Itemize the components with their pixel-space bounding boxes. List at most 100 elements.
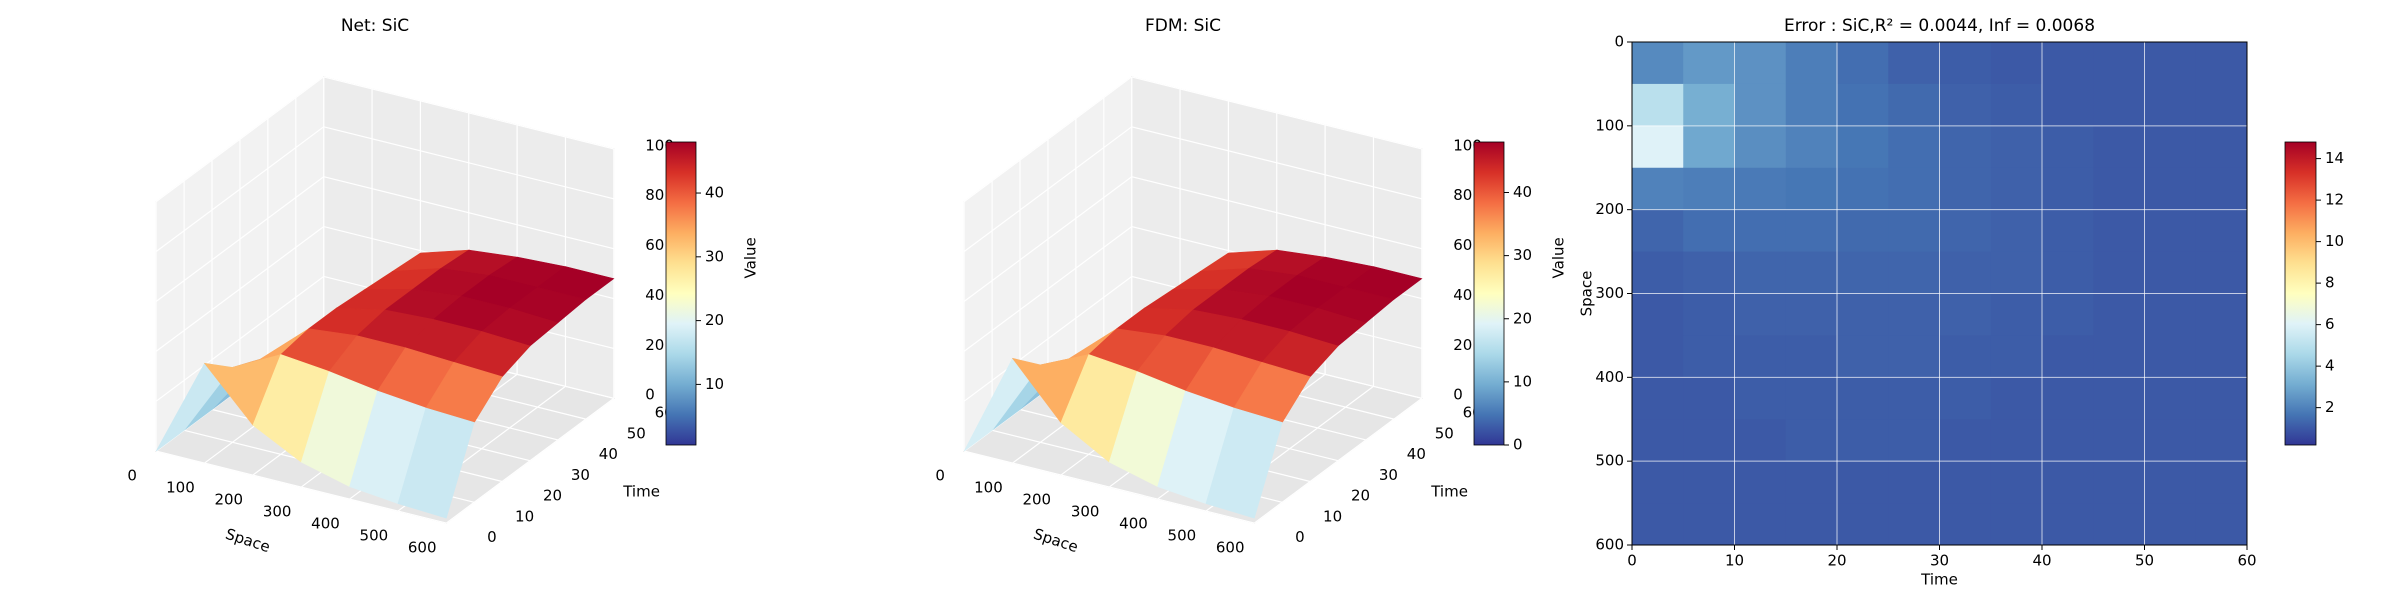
- heatmap-cell: [2195, 251, 2248, 294]
- heatmap-cell: [1990, 83, 2043, 127]
- heatmap-cell: [1683, 377, 1735, 420]
- heatmap-cell: [2144, 167, 2197, 211]
- heatmap-cell: [2093, 42, 2145, 85]
- heatmap-cell: [1785, 293, 1838, 336]
- heatmap-cell: [1990, 209, 2043, 253]
- z-tick-label: 0: [1453, 386, 1463, 404]
- heatmap-cell: [1734, 83, 1787, 127]
- colorbar-tick-label: 10: [1513, 372, 1532, 390]
- heatmap-cell: [1632, 209, 1684, 253]
- heatmap-cell: [2042, 335, 2094, 378]
- grid-line: [1131, 176, 1422, 250]
- heatmap-cell: [1632, 251, 1684, 294]
- heatmap-cell: [1888, 377, 1940, 420]
- x-axis-label: Space: [1031, 525, 1080, 556]
- heatmap-cell: [2093, 293, 2145, 336]
- x-tick-label: 50: [2135, 552, 2154, 570]
- heatmap-cell: [1785, 461, 1838, 504]
- y-tick-label: 30: [1379, 466, 1398, 484]
- heatmap-cell: [1632, 167, 1684, 211]
- y-tick-label: 500: [1595, 452, 1624, 470]
- heatmap-cell: [2195, 125, 2248, 169]
- heatmap-cell: [1785, 83, 1838, 127]
- x-tick-label: 60: [2237, 552, 2256, 570]
- heatmap-cell: [1837, 251, 1889, 294]
- y-tick-label: 10: [1323, 507, 1342, 525]
- heatmap-cell: [1888, 419, 1940, 462]
- heatmap-cell: [1785, 42, 1838, 85]
- heatmap-cell: [1632, 335, 1684, 378]
- colorbar-tick-label: 6: [2325, 315, 2335, 333]
- colorbar-tick-label: 14: [2325, 149, 2344, 167]
- z-tick-label: 60: [645, 236, 664, 254]
- z-tick-label: 40: [645, 286, 664, 304]
- colorbar: [1473, 141, 1505, 446]
- heatmap-cell: [2093, 335, 2145, 378]
- grid-line: [155, 275, 325, 402]
- heatmap-cell: [1734, 335, 1787, 378]
- heatmap-cell: [2042, 251, 2094, 294]
- heatmap-cell: [2093, 461, 2145, 504]
- x-axis-label: Space: [223, 525, 272, 556]
- chart-title: Net: SiC: [341, 16, 409, 36]
- heatmap-cell: [1888, 83, 1940, 127]
- heatmap-cell: [2093, 125, 2145, 169]
- heatmap-cell: [2195, 377, 2248, 420]
- x-tick-label: 600: [1216, 539, 1245, 557]
- heatmap-cell: [1939, 335, 1992, 378]
- x-tick-label: 200: [1022, 491, 1051, 509]
- y-tick-label: 0: [1614, 33, 1624, 51]
- heatmap-cell: [2195, 209, 2248, 253]
- y-tick-label: 300: [1595, 284, 1624, 302]
- z-axis-label: Value: [742, 237, 760, 278]
- heatmap-cell: [1990, 125, 2043, 169]
- grid-line: [963, 275, 1133, 402]
- y-tick-label: 100: [1595, 116, 1624, 134]
- heatmap-cell: [1990, 419, 2043, 462]
- x-tick-label: 0: [935, 467, 945, 485]
- grid-line: [1131, 76, 1422, 150]
- x-tick-label: 10: [1725, 552, 1744, 570]
- z-tick-label: 40: [1453, 286, 1472, 304]
- heatmap-cell: [1990, 335, 2043, 378]
- x-tick-label: 400: [311, 515, 340, 533]
- x-tick-label: 0: [1627, 552, 1637, 570]
- colorbar-tick-label: 4: [2325, 357, 2335, 375]
- heatmap-cell: [1888, 251, 1940, 294]
- heatmap-cell: [2195, 293, 2248, 336]
- heatmap-cell: [2042, 209, 2094, 253]
- heatmap-cell: [2042, 293, 2094, 336]
- heatmap-cell: [1990, 251, 2043, 294]
- heatmap-cell: [1837, 503, 1889, 546]
- heatmap-cell: [2093, 251, 2145, 294]
- heatmap-cell: [1837, 83, 1889, 127]
- y-tick-label: 20: [543, 487, 562, 505]
- heatmap-cell: [1734, 42, 1787, 85]
- heatmap-cell: [1734, 167, 1787, 211]
- y-tick-label: 50: [1435, 424, 1454, 442]
- heatmap-cell: [2042, 461, 2094, 504]
- heatmap-cell: [1683, 503, 1735, 546]
- heatmap-cell: [1990, 167, 2043, 211]
- heatmap-cell: [1939, 503, 1992, 546]
- grid-line: [323, 126, 614, 200]
- surface-patch: [397, 407, 475, 519]
- y-tick-label: 200: [1595, 200, 1624, 218]
- x-tick-label: 40: [2032, 552, 2051, 570]
- x-tick-label: 200: [214, 491, 243, 509]
- heatmap-cell: [1990, 461, 2043, 504]
- heatmap-cell: [1888, 167, 1940, 211]
- x-tick-label: 100: [166, 479, 195, 497]
- heatmap-cell: [2195, 42, 2248, 85]
- z-tick-label: 80: [1453, 186, 1472, 204]
- heatmap-cell: [2042, 167, 2094, 211]
- heatmap-cell: [2144, 335, 2197, 378]
- heatmap-cell: [2042, 125, 2094, 169]
- y-axis-label: Time: [622, 482, 660, 500]
- grid-line: [963, 126, 1133, 253]
- y-tick-label: 40: [1407, 445, 1426, 463]
- heatmap-cell: [2093, 377, 2145, 420]
- grid-line: [323, 176, 614, 250]
- colorbar-tick-label: 30: [1513, 246, 1532, 264]
- z-axis-label: Value: [1550, 237, 1568, 278]
